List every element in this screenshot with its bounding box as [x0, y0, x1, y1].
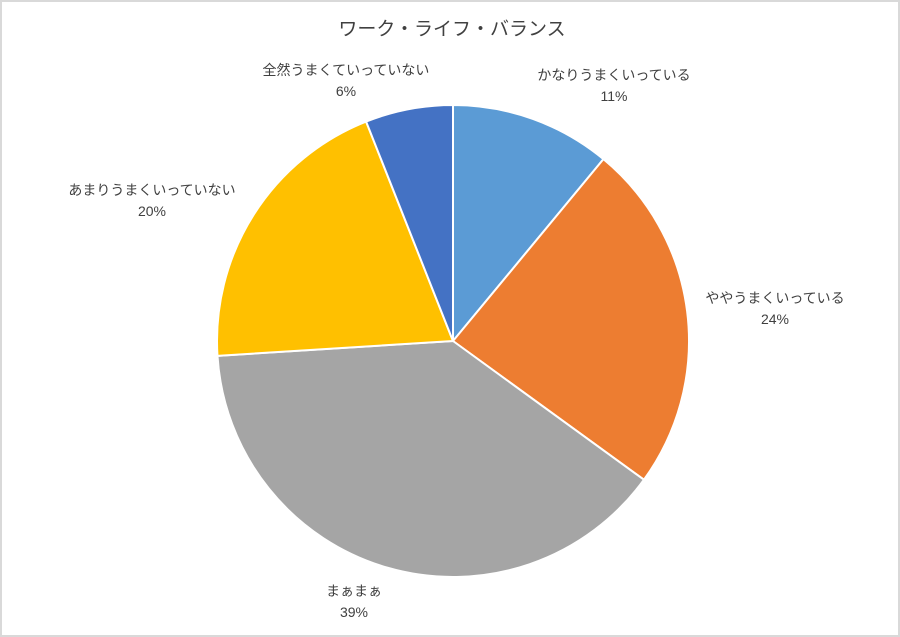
- slice-label-percent: 11%: [600, 88, 628, 104]
- slice-label-kanari: かなりうまくいっている 11%: [537, 65, 690, 107]
- slice-label-text: 全然うまくていっていない: [262, 62, 430, 78]
- pie-slice-2: [216, 340, 645, 578]
- slice-label-percent: 39%: [339, 604, 369, 620]
- pie-slice-1: [452, 158, 690, 481]
- slice-label-text: あまりうまくいっていない: [68, 182, 236, 198]
- pie-slice-4: [365, 104, 454, 342]
- slice-label-text: かなりうまくいっている: [537, 67, 691, 83]
- slice-label-percent: 24%: [760, 311, 790, 327]
- slice-label-maamaa: まぁまぁ 39%: [326, 581, 382, 623]
- slice-label-zenzen: 全然うまくていっていない 6%: [263, 60, 430, 102]
- slice-label-text: まぁまぁ: [326, 583, 382, 599]
- pie-slice-3: [216, 120, 454, 357]
- slice-label-percent: 6%: [335, 83, 357, 99]
- slice-label-percent: 20%: [137, 203, 167, 219]
- pie-chart: [216, 104, 690, 578]
- chart-title: ワーク・ライフ・バランス: [338, 19, 566, 40]
- pie-slice-0: [452, 104, 605, 342]
- slice-label-amari: あまりうまくいっていない 20%: [68, 180, 235, 222]
- slice-label-text: ややうまくいっている: [705, 290, 845, 306]
- slice-label-yaya: ややうまくいっている 24%: [705, 288, 844, 330]
